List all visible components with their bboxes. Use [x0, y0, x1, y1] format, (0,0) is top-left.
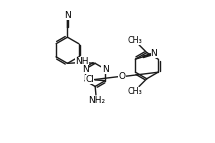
- Text: N: N: [64, 11, 71, 20]
- Text: CH₃: CH₃: [128, 87, 143, 96]
- Text: Cl: Cl: [85, 75, 94, 84]
- Text: NH: NH: [75, 56, 89, 65]
- Text: N: N: [82, 65, 89, 74]
- Text: CH₃: CH₃: [128, 36, 143, 45]
- Text: N: N: [150, 49, 157, 58]
- Text: N: N: [102, 65, 109, 74]
- Text: O: O: [118, 72, 125, 81]
- Text: NH₂: NH₂: [88, 96, 105, 105]
